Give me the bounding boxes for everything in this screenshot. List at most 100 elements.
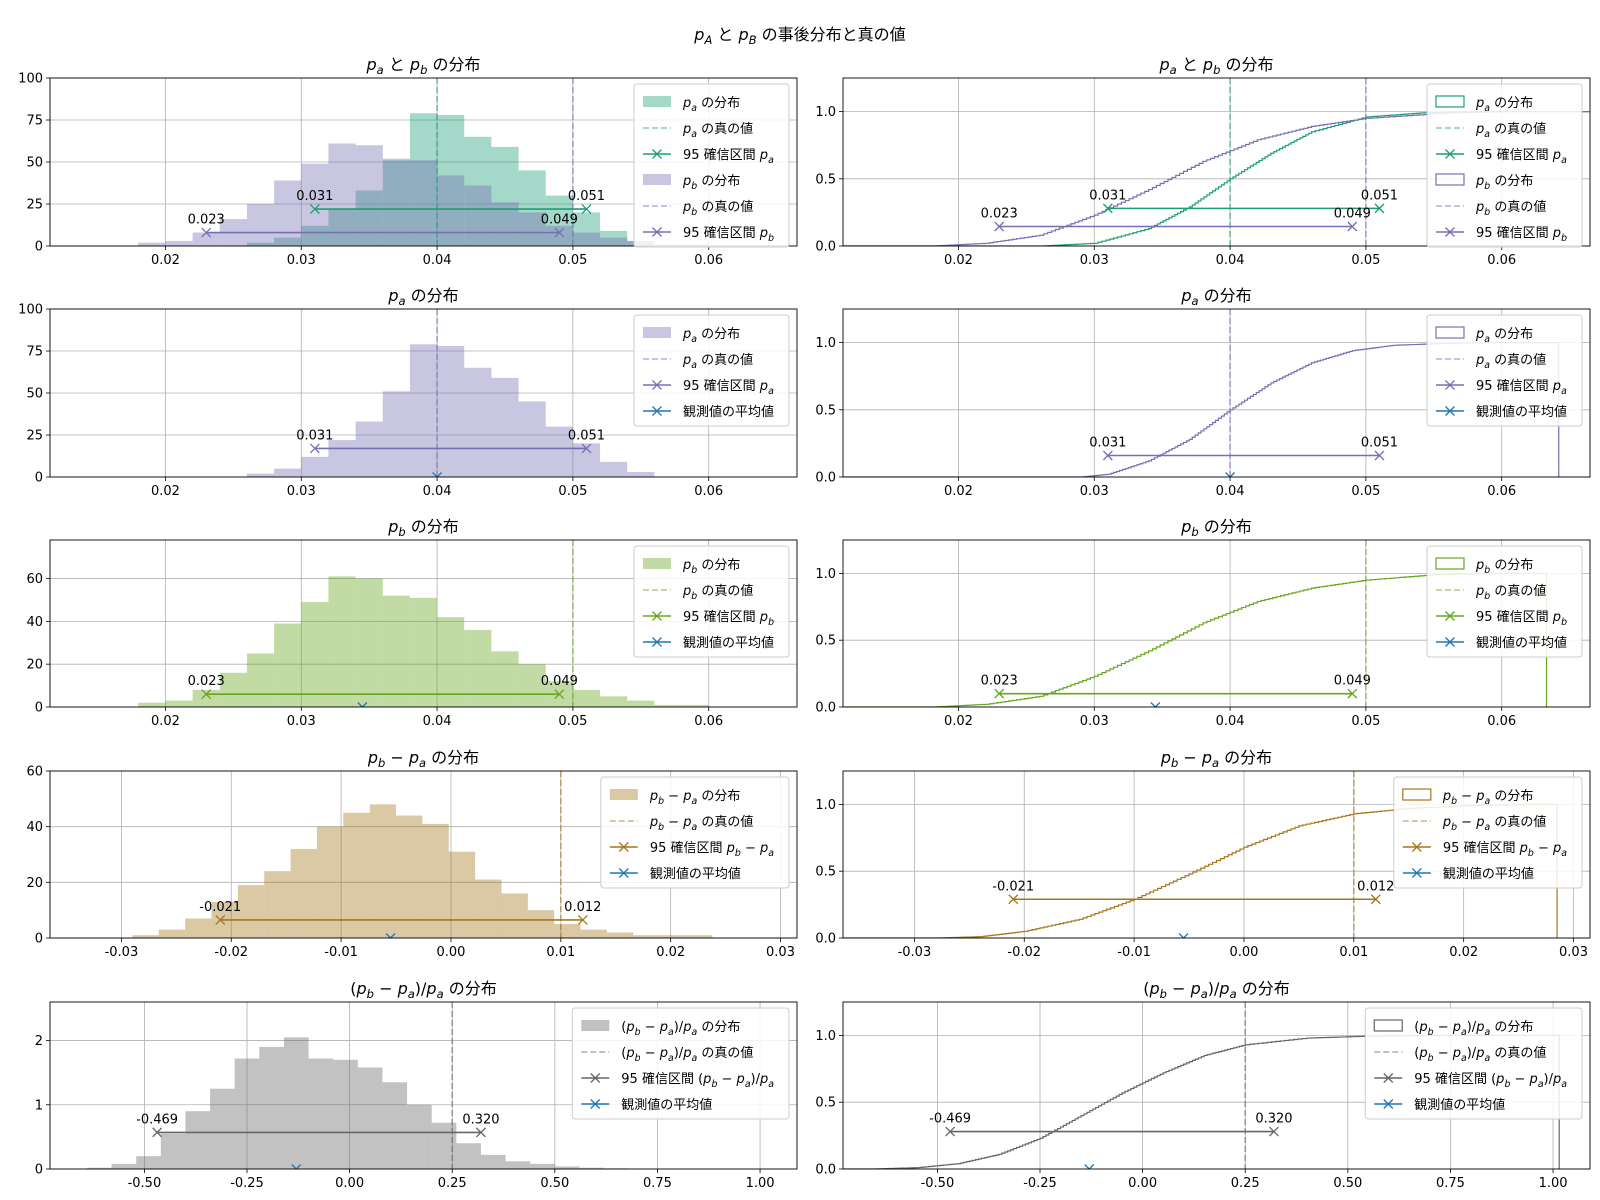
- x-tick-label: 0.75: [643, 1176, 672, 1191]
- panel-title: pa​ の分布: [387, 286, 458, 308]
- legend-handle-marker: [1411, 868, 1422, 878]
- y-tick-label: 0.0: [815, 932, 836, 947]
- legend-label: 観測値の平均値: [683, 635, 774, 651]
- y-tick-label: 0: [35, 701, 43, 716]
- x-tick-label: 0.05: [558, 253, 587, 268]
- legend-box: [1364, 1007, 1583, 1120]
- y-tick-label: 25: [26, 429, 43, 444]
- interval-lo-marker: [1102, 203, 1113, 214]
- legend-label: 観測値の平均値: [621, 1097, 712, 1113]
- y-tick-label: 25: [26, 198, 43, 213]
- x-tick-label: 0.02: [1449, 945, 1478, 960]
- y-tick-label: 40: [26, 820, 43, 835]
- hist-bar: [480, 1154, 506, 1169]
- hist-bar: [491, 146, 519, 246]
- panel-r2h: 0.02 0.03 0.04 0.05 0.06 0 20 40 60 0.023 0.049 pb​…: [26, 517, 798, 729]
- x-tick-label: 0.01: [546, 945, 575, 960]
- hist-bar: [328, 143, 356, 246]
- x-tick-label: 0.03: [287, 714, 316, 729]
- hist-bar: [290, 848, 317, 938]
- y-tick-label: 0: [35, 471, 43, 486]
- legend-handle-marker: [652, 380, 662, 390]
- legend-label: pb​ − pa​ の真の値: [649, 814, 754, 833]
- legend-handle-patch: [1435, 557, 1465, 570]
- hist-bar: [518, 212, 546, 246]
- legend-label: 95 確信区間 (pb​ − pa​)/pa​: [1414, 1071, 1567, 1090]
- observed-mean-marker: [357, 702, 368, 707]
- y-tick-label: 0: [35, 932, 43, 947]
- hist-bar: [448, 851, 476, 938]
- interval-lo-label: 0.023: [981, 674, 1018, 689]
- hist-bar: [301, 456, 329, 477]
- legend: (pb​ − pa​)/pa​ の分布 (pb​ − pa​)/pa​ の真の値 9…: [571, 1007, 790, 1120]
- hist-bar: [382, 160, 410, 246]
- interval-lo-label: -0.469: [136, 1112, 178, 1127]
- hist-bar: [464, 185, 492, 246]
- x-tick-label: -0.50: [921, 1176, 955, 1191]
- x-tick-label: 0.04: [423, 253, 452, 268]
- plot-area: [86, 1002, 629, 1169]
- hist-bar: [246, 473, 275, 477]
- interval-hi-label: 0.049: [541, 674, 578, 689]
- panel-r4c: -0.50 -0.25 0.00 0.25 0.50 0.75 1.00 0.0 0.5 1.0 -…: [815, 979, 1591, 1191]
- hist-bar: [545, 426, 573, 477]
- legend: pb​ の分布 pb​ の真の値 95 確信区間 pb​ 観測値の平均値: [1426, 545, 1583, 658]
- legend-label: 95 確信区間 pb​: [1476, 225, 1567, 244]
- legend-handle-marker: [1411, 842, 1422, 852]
- y-tick-label: 20: [26, 658, 43, 673]
- hist-bar: [219, 672, 247, 707]
- observed-mean-marker: [1084, 1164, 1095, 1169]
- x-tick-label: 0.03: [1559, 945, 1588, 960]
- hist-bar: [185, 1111, 211, 1169]
- x-tick-label: -0.01: [324, 945, 358, 960]
- y-tick-label: 75: [26, 345, 43, 360]
- hist-bar: [308, 1058, 334, 1169]
- y-tick-label: 0.0: [815, 701, 836, 716]
- y-tick-label: 1.0: [815, 798, 836, 813]
- hist-bar: [246, 653, 275, 707]
- legend-handle-marker: [1383, 1073, 1394, 1083]
- legend-handle-patch: [1402, 788, 1432, 801]
- x-tick-label: 0.04: [423, 714, 452, 729]
- legend-label: 95 確信区間 pb​: [683, 609, 774, 628]
- x-tick-label: 0.50: [540, 1176, 569, 1191]
- axes-frame: [842, 1001, 1591, 1170]
- interval-hi-marker: [1370, 894, 1381, 905]
- legend-label: pa​ の分布: [682, 327, 740, 345]
- legend-label: 95 確信区間 pb​: [1476, 609, 1567, 628]
- hist-bar: [86, 1167, 112, 1169]
- x-tick-label: 0.00: [1229, 945, 1258, 960]
- x-tick-label: 0.04: [1216, 253, 1245, 268]
- hist-bar: [382, 391, 410, 477]
- hist-bar: [654, 704, 682, 707]
- hist-bar: [505, 1161, 531, 1169]
- hist-bar: [464, 136, 492, 246]
- interval-hi-marker: [554, 689, 565, 700]
- axes-frame: [842, 77, 1591, 247]
- hist-bar: [328, 576, 356, 707]
- panel-r3c: -0.03 -0.02 -0.01 0.00 0.01 0.02 0.03 0.0 0.5 1.0…: [815, 748, 1591, 960]
- legend-box: [633, 545, 790, 658]
- legend-label: 観測値の平均値: [1476, 635, 1567, 651]
- y-tick-label: 75: [26, 114, 43, 129]
- hist-bar: [138, 242, 166, 246]
- observed-mean-marker: [1150, 702, 1161, 707]
- x-tick-label: 0.25: [438, 1176, 467, 1191]
- interval-hi-marker: [1347, 688, 1358, 699]
- legend-label: pa​ の真の値: [682, 121, 753, 140]
- panel-title: pb​ の分布: [1180, 517, 1252, 539]
- legend-handle-patch: [642, 174, 671, 185]
- interval-lo-label: 0.031: [296, 189, 333, 204]
- panel-title: pb​ − pa​ の分布: [367, 748, 479, 770]
- x-tick-label: 0.01: [1339, 945, 1368, 960]
- x-tick-label: -0.25: [230, 1176, 264, 1191]
- y-tick-label: 1.0: [815, 567, 836, 582]
- hist-bar: [409, 344, 438, 477]
- interval-lo-label: -0.021: [199, 900, 241, 915]
- hist-bar: [192, 232, 220, 246]
- x-tick-label: 0.02: [656, 945, 685, 960]
- observed-mean-marker: [1225, 472, 1236, 477]
- hist-bar: [572, 689, 601, 707]
- legend-label: pb​ の真の値: [682, 199, 753, 218]
- legend: pa​ の分布 pa​ の真の値 95 確信区間 pa​ 観測値の平均値: [1426, 314, 1583, 427]
